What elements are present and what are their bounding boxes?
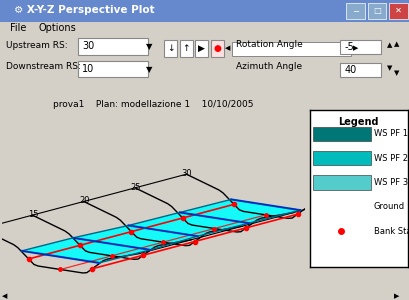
Text: ✕: ✕: [393, 6, 401, 15]
Text: ▶: ▶: [198, 44, 204, 53]
Text: 25: 25: [130, 183, 141, 192]
Bar: [210, 40, 223, 57]
Text: WS PF 1: WS PF 1: [373, 129, 407, 138]
Text: ▲: ▲: [393, 41, 398, 47]
Text: Azimuth Angle: Azimuth Angle: [235, 62, 301, 71]
Text: Options: Options: [39, 23, 76, 33]
Text: ─: ─: [352, 6, 357, 15]
Text: ▼: ▼: [145, 42, 152, 51]
Text: WS PF 3: WS PF 3: [373, 178, 407, 187]
Bar: [78, 38, 147, 55]
Text: ↑: ↑: [182, 44, 189, 53]
Text: 20: 20: [79, 196, 89, 205]
Bar: [313, 151, 370, 165]
Text: ▲: ▲: [387, 42, 392, 48]
Text: Rotation Angle: Rotation Angle: [235, 40, 302, 49]
Text: File: File: [10, 23, 27, 33]
Bar: [313, 176, 370, 190]
Bar: [78, 61, 147, 77]
Text: -5: -5: [344, 42, 353, 52]
Bar: [313, 127, 370, 141]
Text: 30: 30: [82, 41, 94, 52]
Bar: [346, 3, 364, 19]
Bar: [367, 3, 385, 19]
Text: ▼: ▼: [393, 70, 398, 76]
Text: prova1    Plan: modellazione 1    10/10/2005: prova1 Plan: modellazione 1 10/10/2005: [53, 100, 254, 109]
Polygon shape: [22, 238, 150, 263]
Text: Bank Sta: Bank Sta: [373, 227, 409, 236]
Text: Upstream RS:: Upstream RS:: [6, 41, 67, 50]
Bar: [388, 3, 407, 19]
Bar: [179, 40, 192, 57]
Polygon shape: [128, 212, 248, 236]
Text: ●: ●: [213, 44, 221, 53]
Text: Legend: Legend: [338, 117, 378, 127]
Bar: [164, 40, 177, 57]
Bar: [195, 40, 208, 57]
Text: ⚙ X-Y-Z Perspective Plot: ⚙ X-Y-Z Perspective Plot: [14, 5, 155, 15]
Polygon shape: [180, 200, 300, 223]
Text: Ground: Ground: [373, 202, 404, 211]
Text: ▼: ▼: [387, 66, 392, 72]
Text: ↓: ↓: [166, 44, 174, 53]
Text: ◀: ◀: [2, 293, 7, 299]
Bar: [339, 40, 380, 54]
Bar: [339, 63, 380, 77]
Text: ◀: ◀: [225, 46, 230, 52]
Text: 40: 40: [344, 65, 356, 75]
Text: ▶: ▶: [393, 293, 399, 299]
Text: □: □: [372, 6, 380, 15]
Text: ▶: ▶: [352, 46, 357, 52]
Bar: [231, 42, 350, 56]
Text: 30: 30: [181, 169, 192, 178]
Text: 10: 10: [82, 64, 94, 74]
Text: WS PF 2: WS PF 2: [373, 154, 407, 163]
Text: ▼: ▼: [145, 64, 152, 74]
Text: Downstream RS:: Downstream RS:: [6, 62, 81, 71]
Text: 15: 15: [27, 210, 38, 219]
Polygon shape: [73, 226, 197, 250]
